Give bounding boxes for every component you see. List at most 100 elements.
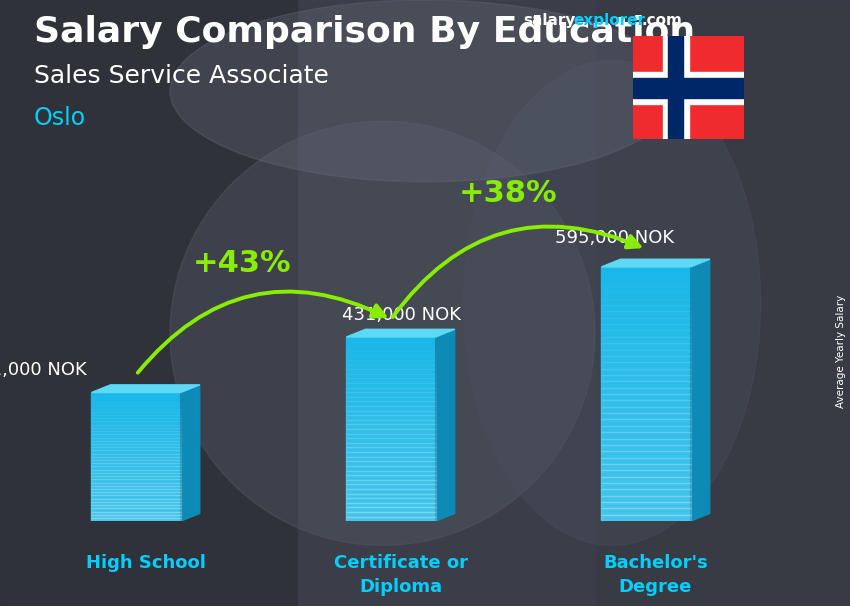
Polygon shape	[347, 429, 435, 434]
Polygon shape	[91, 482, 180, 486]
Polygon shape	[601, 337, 690, 343]
Polygon shape	[601, 490, 690, 496]
Polygon shape	[347, 480, 435, 484]
Polygon shape	[347, 475, 435, 480]
Polygon shape	[91, 441, 180, 444]
Ellipse shape	[170, 0, 680, 182]
Polygon shape	[347, 401, 435, 406]
Polygon shape	[91, 505, 180, 508]
Bar	[633, 78, 744, 98]
Polygon shape	[91, 444, 180, 447]
Text: Salary Comparison By Education: Salary Comparison By Education	[34, 15, 695, 49]
Polygon shape	[347, 512, 435, 516]
Polygon shape	[91, 438, 180, 441]
Polygon shape	[91, 508, 180, 511]
Polygon shape	[91, 454, 180, 457]
Polygon shape	[347, 516, 435, 521]
Polygon shape	[347, 392, 435, 397]
Polygon shape	[91, 489, 180, 492]
Polygon shape	[91, 502, 180, 505]
Polygon shape	[601, 464, 690, 470]
Bar	[633, 72, 744, 104]
Polygon shape	[601, 419, 690, 426]
Bar	[663, 36, 688, 139]
Text: Sales Service Associate: Sales Service Associate	[34, 64, 329, 88]
Polygon shape	[347, 415, 435, 420]
Text: explorer: explorer	[574, 13, 646, 28]
Text: Bachelor's
Degree: Bachelor's Degree	[604, 554, 708, 596]
Polygon shape	[601, 508, 690, 515]
Polygon shape	[91, 463, 180, 467]
Polygon shape	[601, 502, 690, 508]
Polygon shape	[347, 461, 435, 466]
Text: +38%: +38%	[458, 179, 558, 208]
Text: Average Yearly Salary: Average Yearly Salary	[836, 295, 846, 408]
Polygon shape	[347, 388, 435, 392]
Text: 595,000 NOK: 595,000 NOK	[554, 229, 674, 247]
Polygon shape	[601, 445, 690, 451]
Bar	[298, 0, 595, 606]
Polygon shape	[601, 401, 690, 407]
Text: 431,000 NOK: 431,000 NOK	[342, 305, 461, 324]
Text: salary: salary	[523, 13, 575, 28]
Polygon shape	[601, 432, 690, 439]
Polygon shape	[601, 368, 690, 375]
Polygon shape	[347, 411, 435, 415]
Polygon shape	[435, 329, 455, 521]
Polygon shape	[601, 413, 690, 419]
Polygon shape	[91, 447, 180, 450]
Polygon shape	[91, 479, 180, 482]
Polygon shape	[347, 447, 435, 452]
Polygon shape	[601, 470, 690, 477]
Polygon shape	[601, 362, 690, 368]
Polygon shape	[91, 385, 200, 393]
Polygon shape	[347, 470, 435, 475]
Polygon shape	[347, 493, 435, 498]
Text: Certificate or
Diploma: Certificate or Diploma	[333, 554, 468, 596]
Polygon shape	[91, 431, 180, 435]
Text: .com: .com	[642, 13, 683, 28]
Polygon shape	[347, 424, 435, 429]
Polygon shape	[347, 443, 435, 447]
Polygon shape	[601, 477, 690, 483]
Polygon shape	[601, 451, 690, 458]
Polygon shape	[601, 267, 690, 521]
Polygon shape	[347, 489, 435, 493]
Polygon shape	[347, 438, 435, 443]
Polygon shape	[347, 457, 435, 461]
Polygon shape	[601, 496, 690, 502]
Polygon shape	[91, 496, 180, 499]
Polygon shape	[91, 473, 180, 476]
Polygon shape	[601, 381, 690, 388]
Polygon shape	[91, 435, 180, 438]
Polygon shape	[601, 375, 690, 381]
Polygon shape	[601, 388, 690, 394]
Polygon shape	[91, 470, 180, 473]
Polygon shape	[601, 259, 710, 267]
Polygon shape	[91, 457, 180, 460]
Polygon shape	[601, 350, 690, 356]
Polygon shape	[347, 452, 435, 457]
Polygon shape	[347, 337, 435, 521]
Polygon shape	[91, 476, 180, 479]
Text: High School: High School	[86, 554, 206, 573]
Polygon shape	[347, 466, 435, 470]
Text: Oslo: Oslo	[34, 106, 86, 130]
Polygon shape	[91, 486, 180, 489]
Polygon shape	[91, 428, 180, 431]
Ellipse shape	[463, 61, 761, 545]
Bar	[595, 0, 850, 606]
Polygon shape	[347, 397, 435, 401]
Polygon shape	[347, 329, 455, 337]
Polygon shape	[347, 503, 435, 507]
Ellipse shape	[170, 121, 595, 545]
Polygon shape	[690, 259, 710, 521]
Polygon shape	[601, 356, 690, 362]
Polygon shape	[91, 499, 180, 502]
Polygon shape	[91, 514, 180, 518]
Polygon shape	[347, 420, 435, 424]
Polygon shape	[91, 460, 180, 463]
Text: 301,000 NOK: 301,000 NOK	[0, 361, 87, 379]
Polygon shape	[601, 394, 690, 401]
Polygon shape	[91, 492, 180, 496]
